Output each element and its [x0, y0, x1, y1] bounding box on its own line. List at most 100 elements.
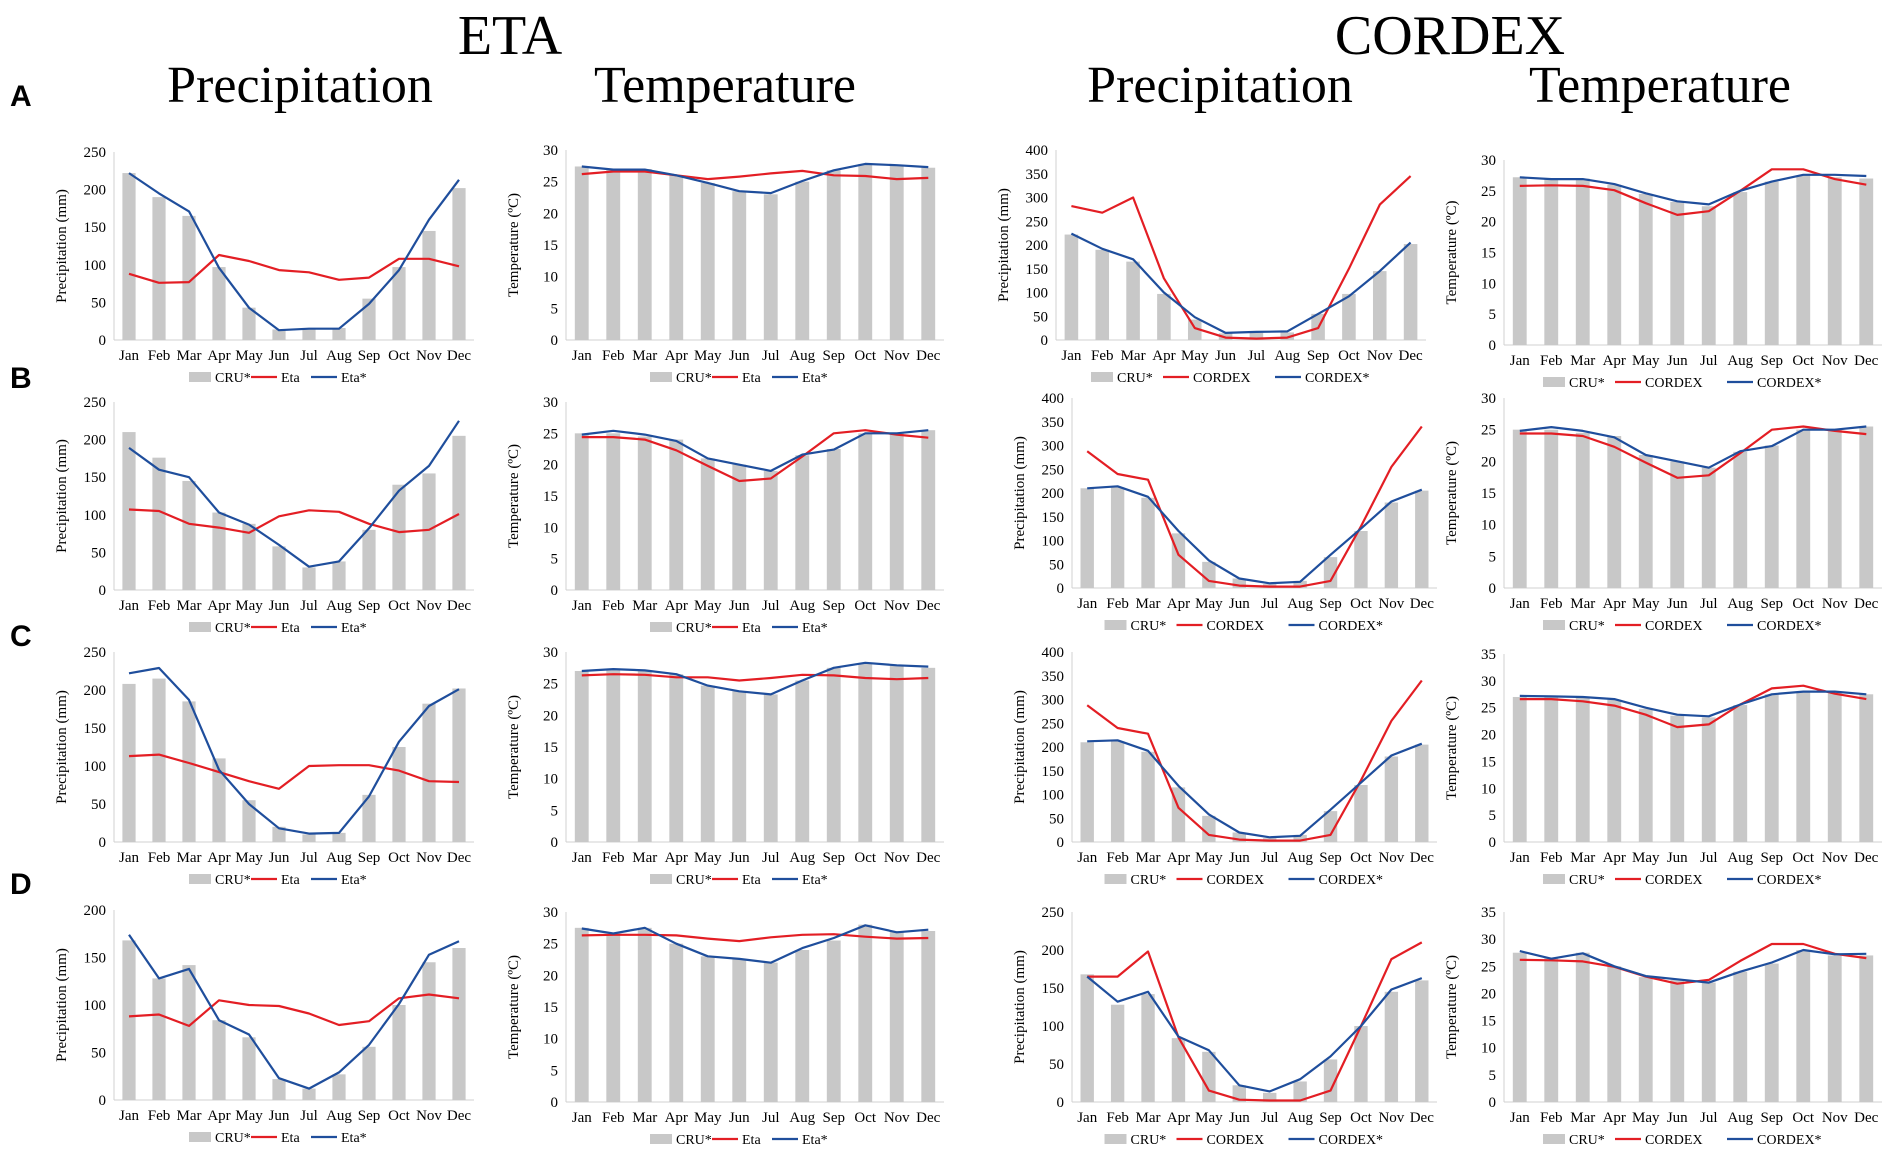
y-tick-label: 5: [551, 552, 559, 568]
x-tick-label: Sep: [1761, 850, 1784, 866]
legend-bar-swatch: [189, 372, 211, 382]
bar-oct: [392, 267, 406, 340]
bar-apr: [212, 758, 226, 842]
x-tick-label: Feb: [602, 1110, 625, 1126]
legend-bar-swatch: [1091, 372, 1113, 382]
bar-may: [1202, 561, 1216, 588]
legend-label: Eta: [742, 371, 761, 386]
bar-dec: [1415, 490, 1429, 588]
y-tick-label: 10: [1481, 1041, 1496, 1057]
y-tick-label: 0: [1057, 1095, 1065, 1111]
y-tick-label: 400: [1026, 143, 1049, 159]
x-tick-label: Sep: [1761, 353, 1784, 369]
y-axis-label: Precipitation (mm): [54, 948, 70, 1062]
y-tick-label: 5: [551, 803, 559, 819]
x-tick-label: Jun: [269, 348, 290, 364]
x-tick-label: Feb: [148, 598, 171, 614]
x-tick-label: Jan: [572, 598, 592, 614]
bar-mar: [182, 480, 196, 590]
y-tick-label: 0: [551, 333, 559, 349]
chart-C-cordex-precip: 0 50 100 150 200 250 300 350 400 Precipitation (m…: [1012, 645, 1437, 888]
legend-bar-swatch: [1104, 620, 1127, 630]
y-tick-label: 30: [543, 645, 558, 661]
bar-nov: [1827, 177, 1842, 345]
y-axis-label: Precipitation (mm): [1012, 690, 1028, 804]
x-tick-label: Feb: [1540, 1110, 1563, 1126]
bar-aug: [1733, 192, 1748, 345]
bar-mar: [1141, 751, 1155, 842]
bar-nov: [1827, 691, 1842, 842]
x-tick-label: Sep: [358, 850, 381, 866]
bar-nov: [422, 703, 436, 842]
legend-label: CORDEX: [1207, 1133, 1265, 1148]
x-tick-label: Mar: [1136, 850, 1161, 866]
bar-jun: [272, 546, 286, 590]
x-tick-label: Nov: [1822, 1110, 1848, 1126]
bar-feb: [1544, 696, 1559, 842]
bar-jun: [272, 1079, 286, 1100]
series-line-cordex-star: [1087, 485, 1423, 585]
x-tick-label: Jun: [269, 850, 290, 866]
bar-jan: [574, 433, 589, 590]
series-line-cordex: [1087, 941, 1423, 1102]
series-line-eta: [581, 429, 929, 483]
bar-oct: [1342, 293, 1356, 340]
bar-oct: [392, 1005, 406, 1100]
x-tick-label: Jul: [1700, 1110, 1718, 1126]
bar-feb: [152, 678, 166, 842]
bar-jul: [1263, 1092, 1277, 1102]
x-tick-label: Jul: [1700, 850, 1718, 866]
x-tick-label: Feb: [1106, 850, 1129, 866]
x-tick-label: May: [694, 598, 722, 614]
y-tick-label: 35: [1481, 905, 1496, 921]
y-tick-label: 0: [99, 1093, 107, 1109]
legend-label: CORDEX*: [1757, 873, 1822, 888]
bar-may: [1638, 193, 1653, 345]
x-tick-label: Nov: [1822, 850, 1848, 866]
x-tick-label: Jul: [1248, 348, 1266, 364]
y-tick-label: 25: [1481, 701, 1496, 717]
bar-nov: [1384, 991, 1399, 1102]
bar-may: [1638, 455, 1653, 588]
x-tick-label: Jun: [269, 598, 290, 614]
bar-feb: [606, 934, 621, 1102]
legend-label: CORDEX*: [1757, 1133, 1822, 1148]
legend: CRU* CORDEX CORDEX*: [1104, 873, 1383, 888]
x-tick-label: Sep: [823, 598, 846, 614]
bar-mar: [1141, 994, 1155, 1102]
y-tick-label: 200: [1042, 740, 1065, 756]
x-tick-label: May: [694, 348, 722, 364]
y-tick-label: 100: [84, 998, 107, 1014]
series-line-cordex-star: [1519, 425, 1867, 469]
x-tick-label: Aug: [1287, 1110, 1313, 1126]
bar-dec: [921, 430, 936, 590]
y-axis-label: Temperature (ºC): [506, 444, 522, 548]
y-tick-label: 100: [1026, 286, 1049, 302]
x-tick-label: Aug: [789, 850, 815, 866]
legend-bar-swatch: [1543, 620, 1565, 630]
bar-oct: [1354, 531, 1368, 588]
bar-jun: [1232, 578, 1246, 588]
legend-label: CRU*: [676, 371, 712, 386]
x-tick-label: Nov: [1378, 850, 1404, 866]
bar-aug: [1293, 834, 1307, 842]
x-tick-label: Apr: [207, 1108, 230, 1124]
x-tick-label: Dec: [1410, 596, 1434, 612]
legend-label: Eta: [742, 621, 761, 636]
y-tick-label: 30: [543, 905, 558, 921]
bar-apr: [1157, 293, 1171, 340]
x-tick-label: Feb: [148, 1108, 171, 1124]
bar-may: [700, 956, 715, 1102]
x-tick-label: Apr: [665, 1110, 688, 1126]
bar-mar: [1575, 432, 1590, 588]
x-tick-label: Oct: [1792, 850, 1814, 866]
y-tick-label: 15: [543, 489, 558, 505]
bar-oct: [1354, 785, 1368, 842]
y-tick-label: 50: [91, 545, 106, 561]
bar-sep: [362, 794, 376, 842]
bar-apr: [1607, 699, 1622, 842]
x-tick-label: Feb: [602, 850, 625, 866]
x-tick-label: May: [235, 598, 263, 614]
y-axis-label: Precipitation (mm): [996, 188, 1012, 302]
y-tick-label: 200: [1026, 238, 1049, 254]
